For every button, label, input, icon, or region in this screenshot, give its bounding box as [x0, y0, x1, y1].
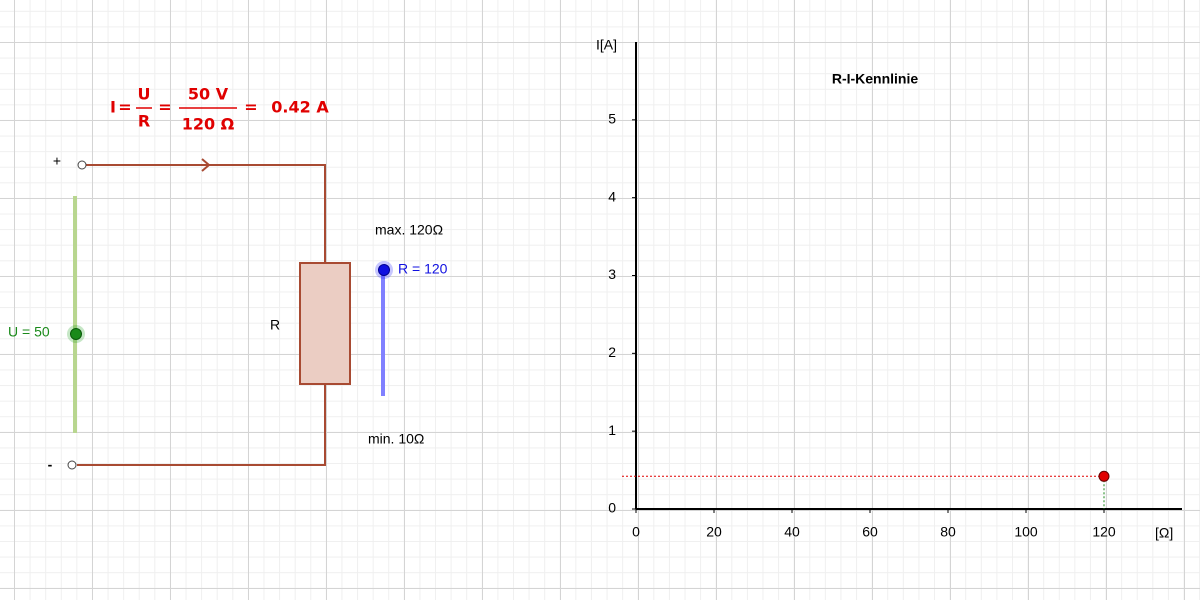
formula: I = U R = 50 V 120 Ω = 0.42 A: [110, 85, 329, 134]
slider-u: U = 50: [8, 196, 85, 433]
chart: R-I-Kennlinie I[A] [Ω] 0 1 2 3 4 5 0 20 40 60 80 10…: [596, 37, 1182, 541]
slider-knob[interactable]: [378, 264, 390, 276]
wire: [77, 164, 326, 466]
y-tick-label: 3: [608, 266, 616, 282]
y-tick-label: 5: [608, 111, 616, 127]
y-axis-label: I[A]: [596, 37, 617, 53]
formula-text: =: [118, 98, 131, 117]
point: [1098, 470, 1110, 482]
x-tick-label: 40: [784, 524, 800, 540]
x-tick-label: 20: [706, 524, 722, 540]
terminal: [67, 460, 77, 470]
slider-r: R = 120 max. 120Ω min. 10Ω: [368, 222, 448, 447]
x-tick-label: 0: [632, 524, 640, 540]
chart-title: R-I-Kennlinie: [832, 71, 919, 87]
y-tick-label: 2: [608, 344, 616, 360]
slider-label: U = 50: [8, 324, 50, 340]
resistor-label: R: [270, 317, 280, 333]
y-tick-label: 4: [608, 188, 616, 204]
x-tick-label: 100: [1014, 524, 1038, 540]
formula-text: I: [110, 98, 116, 117]
x-tick-label: 60: [862, 524, 878, 540]
formula-text: U: [138, 85, 151, 104]
slider-min: min. 10Ω: [368, 431, 424, 447]
formula-text: 120 Ω: [182, 115, 235, 134]
terminal: [77, 160, 87, 170]
formula-text: R: [138, 112, 150, 131]
formula-text: 0.42 A: [271, 98, 329, 117]
slider-label: R = 120: [398, 261, 448, 277]
circuit: + - R: [48, 153, 351, 473]
formula-text: =: [244, 98, 257, 117]
y-tick-label: 0: [608, 500, 616, 516]
resistor: [299, 262, 351, 385]
y-tick-label: 1: [608, 422, 616, 438]
current-arrow: [201, 158, 211, 172]
minus-label: -: [48, 457, 53, 473]
slider-knob[interactable]: [70, 328, 82, 340]
formula-text: 50 V: [188, 85, 229, 104]
plus-label: +: [53, 153, 61, 169]
x-tick-label: 120: [1092, 524, 1116, 540]
formula-text: =: [158, 98, 171, 117]
x-axis-label: [Ω]: [1155, 525, 1173, 541]
x-tick-label: 80: [940, 524, 956, 540]
slider-max: max. 120Ω: [375, 222, 443, 238]
